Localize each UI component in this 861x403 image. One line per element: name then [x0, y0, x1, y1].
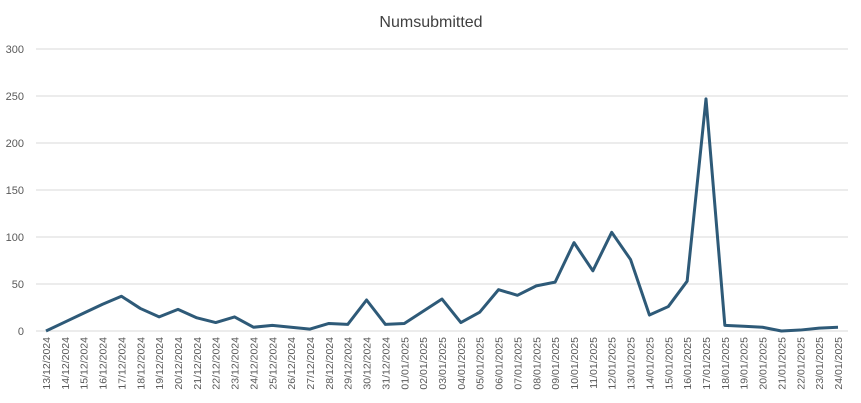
x-tick-label: 26/12/2024 — [286, 337, 298, 390]
x-tick-label: 14/12/2024 — [60, 337, 72, 390]
x-tick-label: 12/01/2025 — [607, 337, 619, 390]
y-tick-label: 150 — [6, 185, 24, 197]
x-tick-label: 27/12/2024 — [305, 337, 317, 390]
x-tick-label: 06/01/2025 — [494, 337, 506, 390]
x-tick-label: 22/01/2025 — [795, 337, 807, 390]
x-tick-label: 20/01/2025 — [758, 337, 770, 390]
x-tick-label: 20/12/2024 — [173, 337, 185, 390]
x-tick-label: 24/12/2024 — [248, 337, 260, 390]
x-tick-label: 24/01/2025 — [833, 337, 845, 390]
x-tick-label: 23/12/2024 — [230, 337, 242, 390]
y-tick-label: 0 — [18, 326, 24, 338]
x-tick-label: 03/01/2025 — [437, 337, 449, 390]
x-tick-label: 07/01/2025 — [512, 337, 524, 390]
x-tick-label: 23/01/2025 — [814, 337, 826, 390]
x-tick-label: 22/12/2024 — [211, 337, 223, 390]
x-tick-label: 13/01/2025 — [626, 337, 638, 390]
x-tick-label: 21/12/2024 — [192, 337, 204, 390]
x-tick-label: 10/01/2025 — [569, 337, 581, 390]
x-tick-label: 18/12/2024 — [135, 337, 147, 390]
x-tick-label: 15/01/2025 — [663, 337, 675, 390]
chart-title: Numsubmitted — [379, 14, 482, 31]
x-tick-label: 19/01/2025 — [739, 337, 751, 390]
x-tick-label: 19/12/2024 — [154, 337, 166, 390]
x-tick-label: 02/01/2025 — [418, 337, 430, 390]
x-tick-label: 16/01/2025 — [682, 337, 694, 390]
x-tick-label: 17/01/2025 — [701, 337, 713, 390]
x-tick-label: 31/12/2024 — [380, 337, 392, 390]
x-tick-label: 11/01/2025 — [588, 337, 600, 389]
x-tick-label: 05/01/2025 — [475, 337, 487, 390]
x-tick-label: 04/01/2025 — [456, 337, 468, 390]
x-tick-label: 08/01/2025 — [531, 337, 543, 390]
x-tick-label: 14/01/2025 — [644, 337, 656, 390]
x-tick-label: 17/12/2024 — [116, 337, 128, 390]
x-tick-label: 18/01/2025 — [720, 337, 732, 390]
x-tick-label: 01/01/2025 — [399, 337, 411, 390]
x-tick-label: 21/01/2025 — [776, 337, 788, 390]
data-line — [45, 97, 839, 333]
x-tick-label: 25/12/2024 — [267, 337, 279, 390]
y-tick-label: 200 — [6, 138, 24, 150]
y-tick-label: 100 — [6, 232, 24, 244]
y-tick-label: 250 — [6, 91, 24, 103]
y-tick-label: 50 — [12, 279, 24, 291]
y-tick-label: 300 — [6, 44, 24, 56]
x-tick-label: 13/12/2024 — [41, 337, 53, 390]
x-tick-label: 16/12/2024 — [98, 337, 110, 390]
x-tick-label: 09/01/2025 — [550, 337, 562, 390]
x-tick-label: 30/12/2024 — [362, 337, 374, 390]
x-tick-label: 28/12/2024 — [324, 337, 336, 390]
x-tick-label: 15/12/2024 — [79, 337, 91, 390]
x-tick-label: 29/12/2024 — [343, 337, 355, 390]
